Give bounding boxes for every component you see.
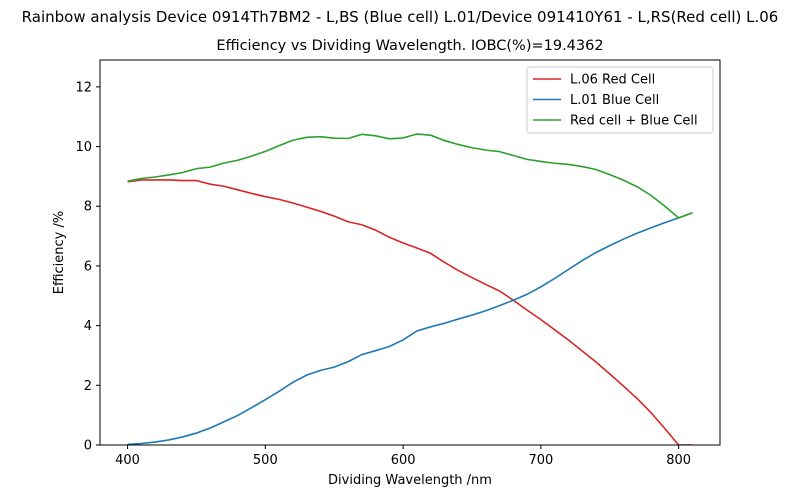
series-line-3 [127, 133, 693, 219]
x-tick-label: 500 [253, 453, 278, 468]
series-line-1 [127, 179, 693, 445]
y-tick-label: 8 [84, 200, 92, 215]
legend-entry: L.06 Red Cell [570, 73, 655, 88]
legend: L.06 Red Cell L.01 Blue Cell Red cell + Bl… [526, 66, 714, 134]
x-tick-label: 600 [391, 453, 416, 468]
y-tick-label: 6 [84, 259, 92, 274]
y-tick-label: 12 [75, 80, 92, 95]
chart-title: Efficiency vs Dividing Wavelength. IOBC(… [216, 38, 604, 54]
x-tick-label: 800 [666, 453, 691, 468]
x-tick-label: 400 [115, 453, 140, 468]
plot-content [127, 133, 693, 445]
y-axis: 0 2 4 6 8 10 12 [75, 80, 100, 454]
y-tick-label: 0 [84, 439, 92, 454]
x-axis: 400 500 600 700 800 [115, 445, 691, 468]
series-line-2 [127, 212, 693, 445]
x-tick-label: 700 [528, 453, 553, 468]
y-tick-label: 2 [84, 379, 92, 394]
legend-entry: L.01 Blue Cell [570, 93, 659, 108]
legend-box [526, 66, 714, 134]
figure-suptitle: Rainbow analysis Device 0914Th7BM2 - L,B… [21, 8, 779, 26]
legend-entry: Red cell + Blue Cell [570, 114, 698, 129]
x-axis-label: Dividing Wavelength /nm [328, 473, 492, 488]
axes-frame [99, 59, 721, 446]
y-tick-label: 4 [84, 319, 92, 334]
y-tick-label: 10 [75, 140, 92, 155]
y-axis-label: Efficiency /% [52, 211, 67, 294]
